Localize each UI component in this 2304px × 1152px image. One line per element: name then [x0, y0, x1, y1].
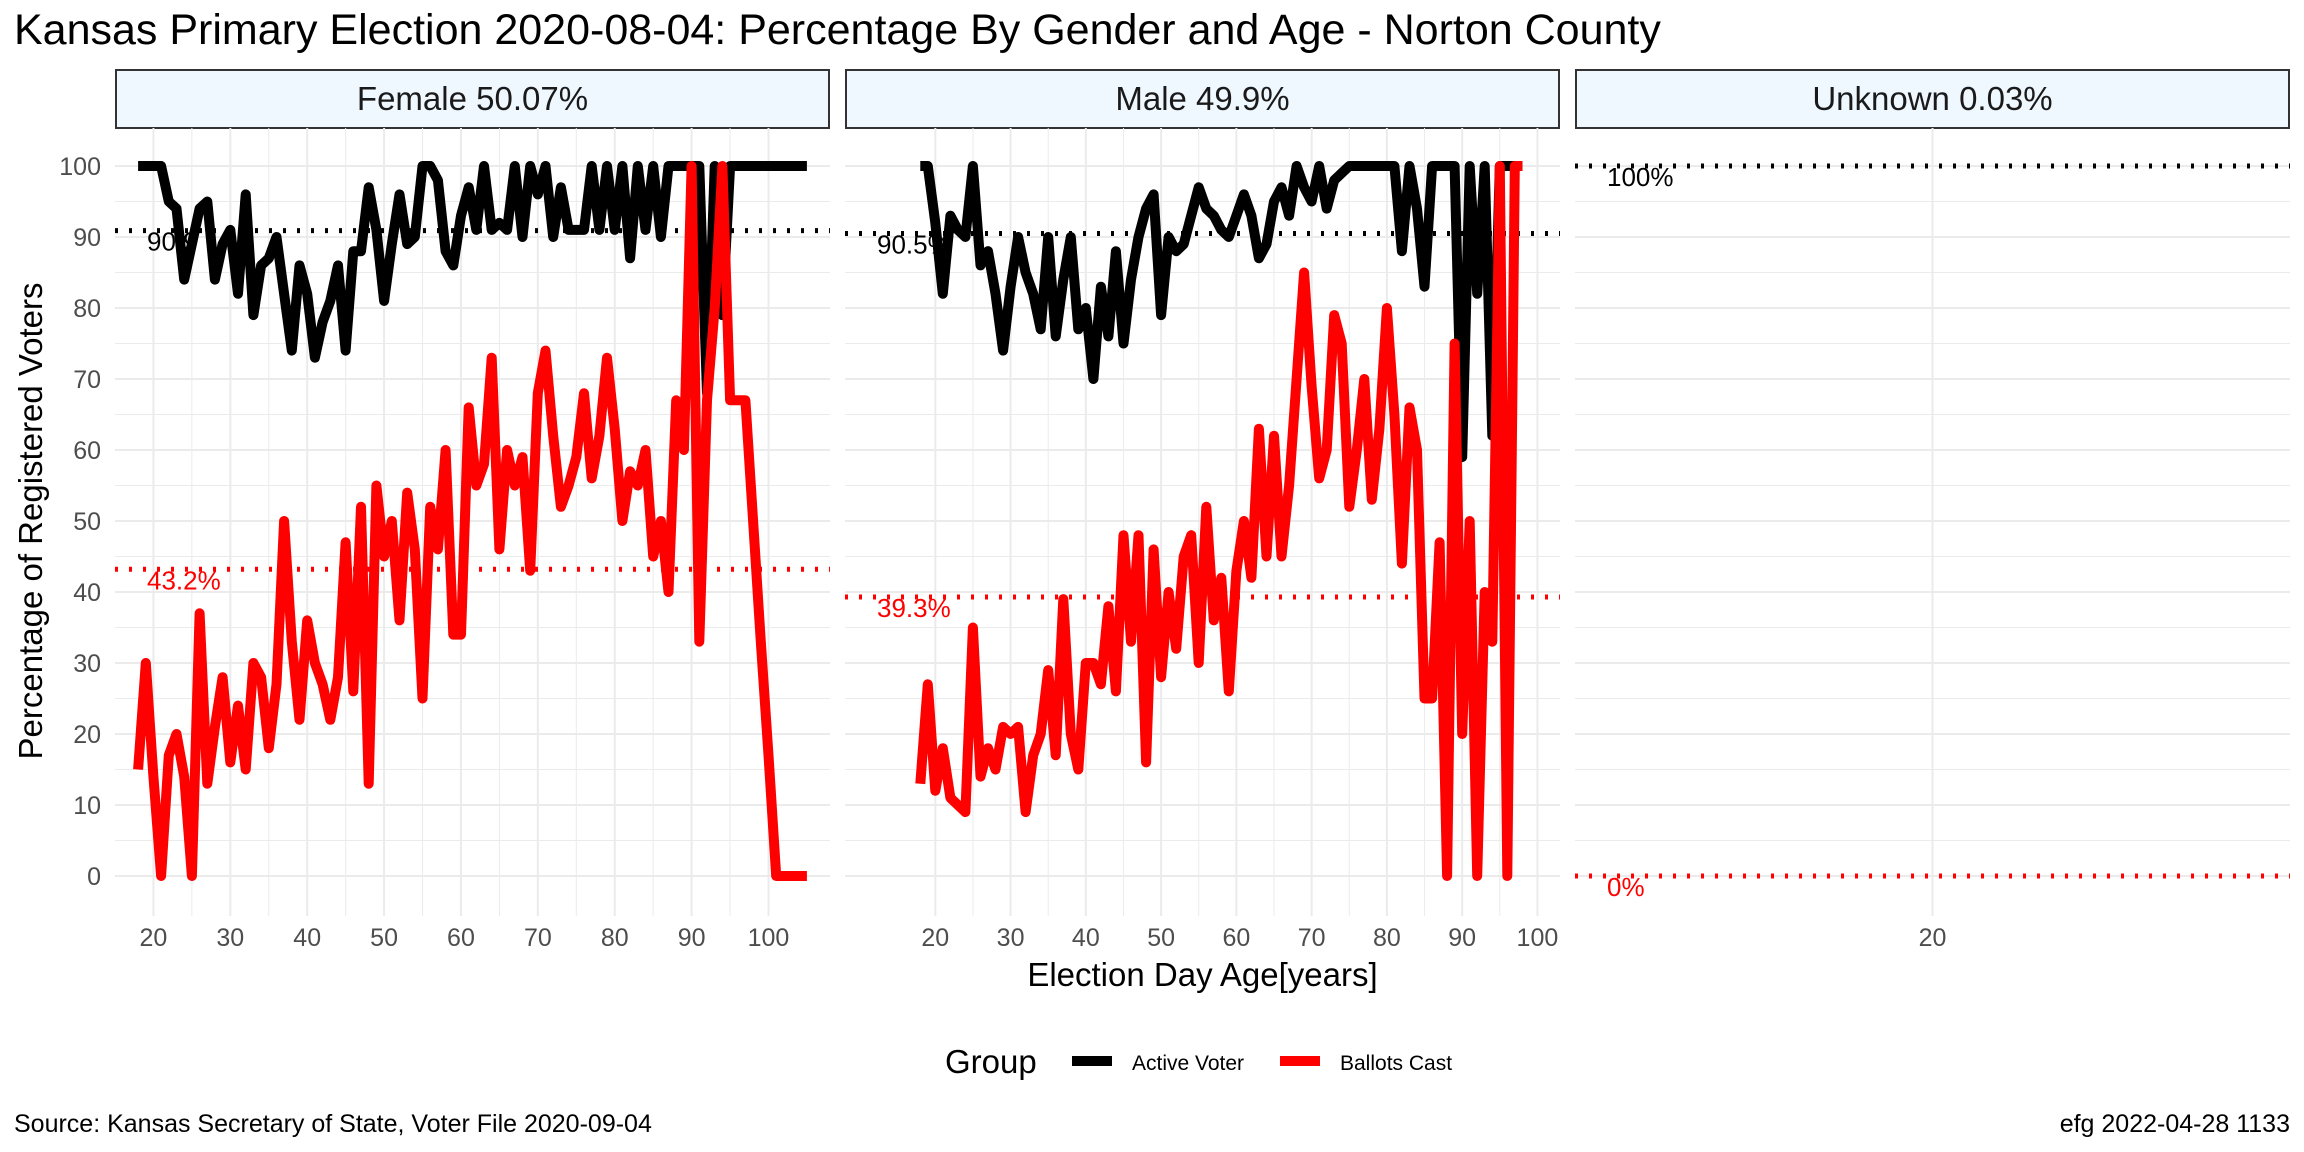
x-tick-label: 70	[1298, 924, 1326, 952]
x-tick-label: 50	[1147, 924, 1175, 952]
legend-label: Ballots Cast	[1340, 1052, 1452, 1075]
x-tick-label: 40	[1072, 924, 1100, 952]
ballots-cast-line	[133, 161, 807, 881]
x-tick-label: 100	[748, 924, 790, 952]
y-tick-label: 60	[73, 437, 101, 465]
y-tick-label: 90	[73, 224, 101, 252]
x-tick-label: 70	[524, 924, 552, 952]
x-tick-label: 50	[370, 924, 398, 952]
active-voter-line	[920, 161, 1523, 463]
legend-title: Group	[945, 1043, 1037, 1080]
x-tick-label: 30	[997, 924, 1025, 952]
y-tick-label: 10	[73, 792, 101, 820]
y-tick-label: 20	[73, 721, 101, 749]
ballots-reference-label: 0%	[1607, 872, 1645, 902]
y-tick-label: 0	[87, 863, 101, 891]
panel-strip	[115, 69, 830, 129]
ballots-reference-label: 39.3%	[877, 593, 951, 623]
x-tick-label: 80	[1373, 924, 1401, 952]
y-tick-label: 40	[73, 579, 101, 607]
ballots-reference-label: 43.2%	[147, 565, 221, 595]
x-tick-label: 80	[601, 924, 629, 952]
panel-strip-label: Female 50.07%	[357, 80, 588, 117]
timestamp-caption: efg 2022-04-28 1133	[2059, 1110, 2290, 1138]
x-tick-label: 100	[1517, 924, 1559, 952]
panel-strip	[1575, 69, 2290, 129]
panel-strip-label: Male 49.9%	[1115, 80, 1289, 117]
active-reference-label: 100%	[1607, 162, 1674, 192]
y-axis-title: Percentage of Registered Voters	[12, 283, 49, 760]
x-tick-label: 60	[447, 924, 475, 952]
y-tick-label: 70	[73, 366, 101, 394]
chart-title: Kansas Primary Election 2020-08-04: Perc…	[14, 6, 1661, 54]
y-tick-label: 30	[73, 650, 101, 678]
y-tick-label: 50	[73, 508, 101, 536]
x-tick-label: 90	[678, 924, 706, 952]
x-axis-title: Election Day Age[years]	[1027, 956, 1377, 993]
source-caption: Source: Kansas Secretary of State, Voter…	[14, 1110, 652, 1138]
y-tick-label: 80	[73, 295, 101, 323]
active-reference-label: 90.5%	[877, 229, 951, 259]
x-tick-label: 40	[293, 924, 321, 952]
legend-label: Active Voter	[1132, 1052, 1244, 1075]
x-tick-label: 20	[140, 924, 168, 952]
x-tick-label: 90	[1448, 924, 1476, 952]
y-tick-label: 100	[59, 153, 101, 181]
x-tick-label: 20	[921, 924, 949, 952]
x-tick-label: 20	[1919, 924, 1947, 952]
panel-strip-label: Unknown 0.03%	[1812, 80, 2052, 117]
active-reference-label: 90.9	[147, 227, 198, 257]
x-tick-label: 60	[1222, 924, 1250, 952]
panel-strip	[845, 69, 1560, 129]
ballots-cast-line	[915, 161, 1523, 881]
x-tick-label: 30	[216, 924, 244, 952]
